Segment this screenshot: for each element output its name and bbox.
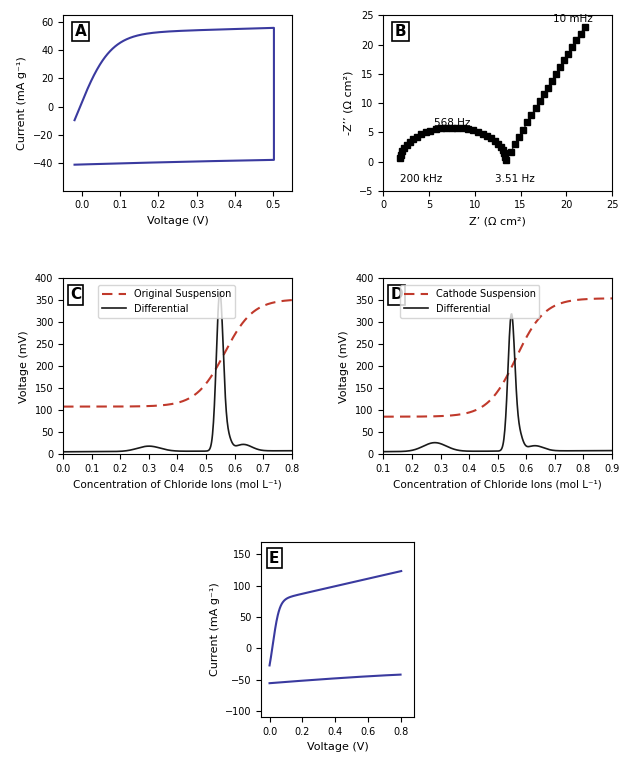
Y-axis label: Current (mA g⁻¹): Current (mA g⁻¹) xyxy=(209,583,220,676)
X-axis label: Concentration of Chloride Ions (mol L⁻¹): Concentration of Chloride Ions (mol L⁻¹) xyxy=(393,479,602,489)
Text: B: B xyxy=(395,24,406,39)
X-axis label: Z’ (Ω cm²): Z’ (Ω cm²) xyxy=(469,216,526,226)
X-axis label: Voltage (V): Voltage (V) xyxy=(307,742,369,752)
Y-axis label: -Z’’ (Ω cm²): -Z’’ (Ω cm²) xyxy=(344,71,354,135)
Text: A: A xyxy=(74,24,86,39)
X-axis label: Voltage (V): Voltage (V) xyxy=(146,216,208,226)
Y-axis label: Voltage (mV): Voltage (mV) xyxy=(339,330,350,403)
Y-axis label: Current (mA g⁻¹): Current (mA g⁻¹) xyxy=(17,56,27,150)
Legend: Original Suspension, Differential: Original Suspension, Differential xyxy=(98,285,235,317)
Legend: Cathode Suspension, Differential: Cathode Suspension, Differential xyxy=(399,285,540,317)
Text: 200 kHz: 200 kHz xyxy=(400,175,442,185)
X-axis label: Concentration of Chloride Ions (mol L⁻¹): Concentration of Chloride Ions (mol L⁻¹) xyxy=(73,479,282,489)
Text: D: D xyxy=(390,287,403,302)
Text: 568 Hz: 568 Hz xyxy=(433,118,470,127)
Text: C: C xyxy=(70,287,81,302)
Text: 3.51 Hz: 3.51 Hz xyxy=(495,175,534,185)
Y-axis label: Voltage (mV): Voltage (mV) xyxy=(19,330,29,403)
Text: E: E xyxy=(269,550,280,565)
Text: 10 mHz: 10 mHz xyxy=(553,14,593,24)
